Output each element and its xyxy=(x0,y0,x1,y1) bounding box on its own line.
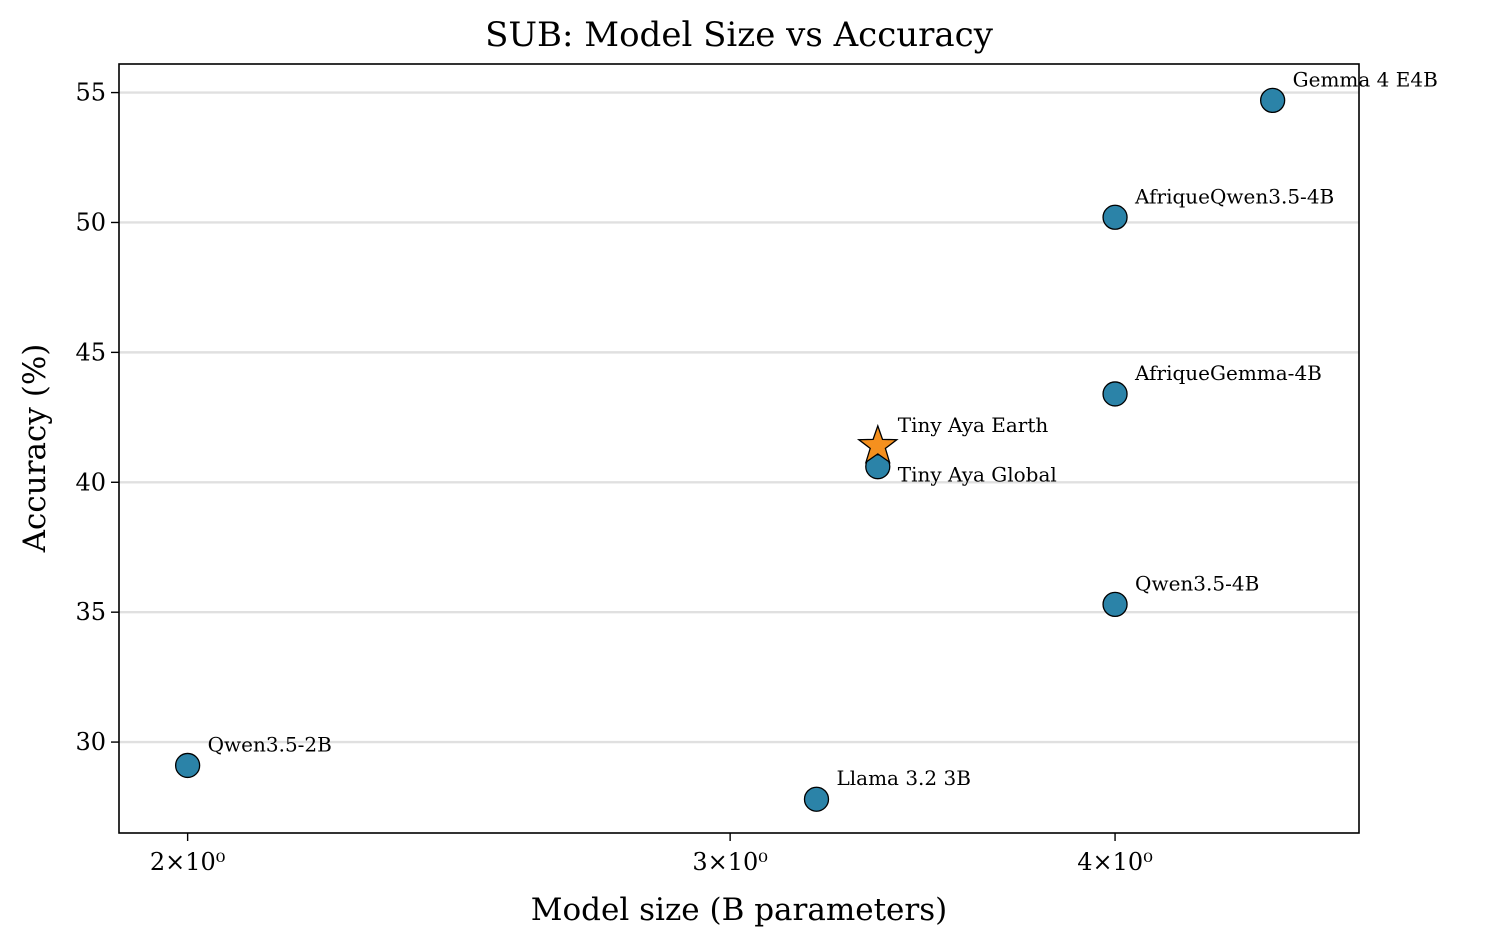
point-label: AfriqueQwen3.5-4B xyxy=(1134,184,1334,208)
circle-point xyxy=(803,786,830,812)
y-tick-label: 45 xyxy=(75,338,106,366)
x-tick-label: 4×10⁰ xyxy=(1077,848,1153,876)
y-tick-label: 40 xyxy=(75,468,106,496)
circle-point xyxy=(1102,204,1128,230)
y-axis-ticks: 30 35 40 45 50 55 xyxy=(75,79,119,756)
point-label: Llama 3.2 3B xyxy=(836,766,970,790)
y-tick-label: 30 xyxy=(75,728,106,756)
circle-point xyxy=(1102,591,1128,618)
circle-point xyxy=(1102,381,1128,407)
x-tick-label: 3×10⁰ xyxy=(692,848,768,876)
chart-title: SUB: Model Size vs Accuracy xyxy=(485,15,994,55)
circle-point xyxy=(1259,87,1286,114)
x-axis-label: Model size (B parameters) xyxy=(531,892,947,928)
point-label: Qwen3.5-4B xyxy=(1135,571,1259,595)
point-label: Tiny Aya Global xyxy=(898,463,1057,487)
x-tick-label: 2×10⁰ xyxy=(150,848,226,876)
circle-point xyxy=(174,752,201,779)
y-tick-label: 50 xyxy=(75,208,106,236)
grid-lines xyxy=(119,91,1359,744)
x-axis-ticks: 2×10⁰ 3×10⁰ 4×10⁰ xyxy=(150,833,1153,876)
point-label: Gemma 4 E4B xyxy=(1293,67,1438,91)
point-label: AfriqueGemma-4B xyxy=(1134,361,1322,385)
y-axis-label: Accuracy (%) xyxy=(17,344,53,554)
plot-frame xyxy=(118,63,1360,834)
data-points xyxy=(174,87,1286,812)
point-label: Qwen3.5-2B xyxy=(208,732,332,756)
star-point xyxy=(856,423,899,464)
point-label: Tiny Aya Earth xyxy=(898,413,1049,437)
point-labels: Gemma 4 E4B AfriqueQwen3.5-4B AfriqueGemma… xyxy=(208,67,1438,790)
y-tick-label: 35 xyxy=(75,598,106,626)
y-tick-label: 55 xyxy=(75,79,106,107)
